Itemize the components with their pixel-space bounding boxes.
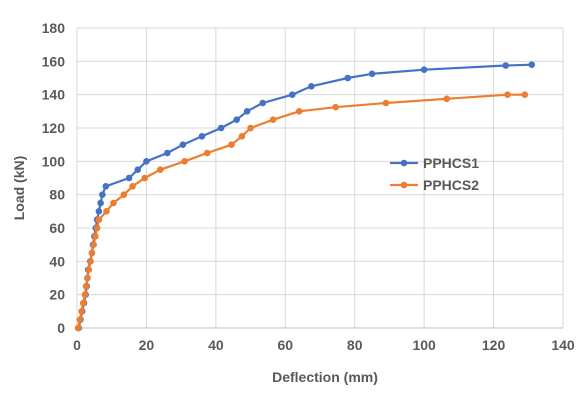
data-point [92,233,99,240]
data-point [163,149,171,157]
legend-swatch-marker [400,181,408,189]
data-point [120,191,128,198]
x-tick-label: 20 [139,337,155,353]
data-point [129,183,136,190]
data-point [504,91,511,98]
y-tick-label: 100 [42,153,66,169]
data-point [125,174,133,182]
data-point [143,158,150,165]
data-point [85,266,93,273]
data-point [134,166,142,173]
y-tick-label: 60 [49,220,65,236]
legend-item-pphcs2: PPHCS2 [390,177,479,193]
data-point [157,166,164,173]
grid [76,27,564,329]
data-point [99,191,106,198]
data-point [528,61,536,68]
legend: PPHCS1 PPHCS2 [390,155,479,193]
data-point [217,124,225,132]
data-point [238,133,246,140]
x-tick-label: 120 [482,337,506,353]
y-tick-label: 20 [49,287,65,303]
data-point [90,241,97,248]
data-point [97,199,104,207]
data-point [84,274,91,282]
legend-item-pphcs1: PPHCS1 [390,155,479,171]
data-point [95,208,103,215]
data-point [102,183,110,190]
y-tick-label: 140 [42,87,66,103]
data-point [198,133,206,140]
x-tick-label: 40 [208,337,224,353]
legend-label: PPHCS2 [423,177,479,193]
y-tick-label: 80 [49,187,65,203]
y-tick-label: 160 [42,53,66,69]
y-tick-label: 0 [57,320,65,336]
data-point [141,174,148,182]
data-point [344,74,352,82]
data-point [233,116,240,123]
data-point [203,149,211,157]
data-point [521,91,529,98]
x-tick-label: 80 [347,337,363,353]
data-point [181,158,188,165]
data-point [243,108,251,115]
data-point [78,308,85,315]
data-point [87,258,94,265]
data-point [288,91,296,98]
data-point [502,62,510,69]
data-point [79,299,87,307]
data-point [332,103,339,111]
legend-swatch-marker [400,159,408,167]
data-point [74,324,82,332]
data-point [308,83,315,90]
y-axis-title: Load (kN) [11,156,27,221]
data-point [228,141,235,148]
data-point [76,316,84,323]
data-point [295,108,303,115]
data-point [110,199,117,207]
y-tick-label: 40 [49,253,65,269]
x-tick-label: 140 [551,337,575,353]
y-tick-label: 180 [42,20,66,36]
series-pphcs2 [74,91,529,332]
data-point [88,249,96,257]
data-point [95,216,103,223]
data-point [81,291,89,298]
data-point [179,141,187,148]
x-tick-label: 0 [73,337,81,353]
data-point [259,99,267,107]
data-point [382,99,390,107]
data-point [420,66,428,73]
data-point [269,116,277,123]
data-point [443,95,451,103]
x-axis-title: Deflection (mm) [272,369,378,385]
data-point [93,224,101,232]
data-point [103,208,110,215]
x-tick-label: 100 [412,337,436,353]
legend-label: PPHCS1 [423,155,479,171]
axes: 0 20 40 60 80 100 120 140 160 180 0 20 40 60 80 100 120 1… [42,20,575,353]
x-tick-label: 60 [277,337,293,353]
series-group [74,61,536,332]
y-tick-label: 120 [42,120,66,136]
data-point [82,283,90,290]
data-point [368,70,376,78]
data-point [247,124,254,132]
